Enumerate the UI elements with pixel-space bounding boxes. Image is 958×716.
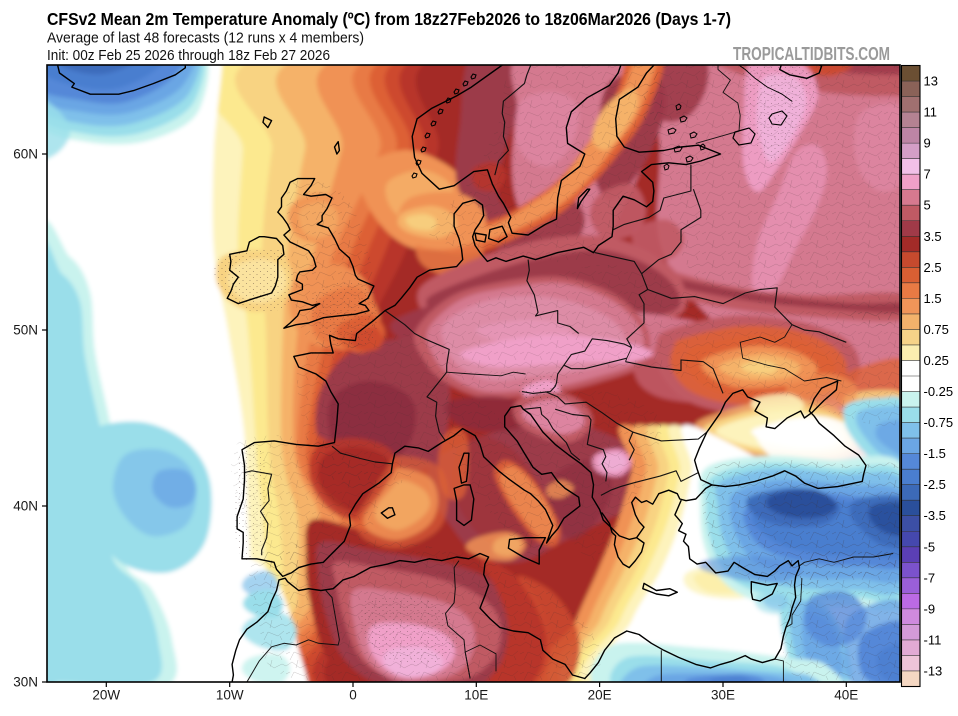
svg-text:-11: -11 (924, 632, 942, 647)
svg-text:60N: 60N (13, 147, 38, 162)
svg-text:-13: -13 (924, 663, 943, 678)
svg-text:1.5: 1.5 (924, 291, 942, 306)
svg-text:-1.5: -1.5 (924, 446, 946, 461)
svg-text:11: 11 (924, 105, 938, 120)
svg-text:TROPICALTIDBITS.COM: TROPICALTIDBITS.COM (733, 43, 890, 64)
svg-text:-9: -9 (924, 601, 936, 616)
svg-text:20E: 20E (588, 688, 612, 703)
svg-text:20W: 20W (92, 688, 120, 703)
svg-text:3.5: 3.5 (924, 229, 942, 244)
svg-text:40N: 40N (13, 499, 38, 514)
svg-text:5: 5 (924, 198, 931, 213)
svg-text:2.5: 2.5 (924, 260, 942, 275)
svg-text:7: 7 (924, 167, 931, 182)
svg-text:13: 13 (924, 74, 938, 89)
svg-text:Init: 00z Feb 25 2026 through: Init: 00z Feb 25 2026 through 18z Feb 27… (47, 48, 330, 64)
svg-text:30N: 30N (13, 675, 38, 690)
svg-text:-7: -7 (924, 570, 936, 585)
svg-text:0.75: 0.75 (924, 322, 949, 337)
svg-text:-5: -5 (924, 539, 936, 554)
svg-text:-3.5: -3.5 (924, 508, 946, 523)
svg-text:0.25: 0.25 (924, 353, 949, 368)
svg-text:-0.75: -0.75 (924, 415, 954, 430)
svg-text:0: 0 (349, 688, 357, 703)
svg-text:Average of last 48 forecasts (: Average of last 48 forecasts (12 runs x … (47, 31, 364, 47)
svg-text:50N: 50N (13, 323, 38, 338)
svg-text:10W: 10W (216, 688, 244, 703)
svg-text:30E: 30E (711, 688, 735, 703)
svg-text:9: 9 (924, 136, 931, 151)
svg-text:10E: 10E (464, 688, 488, 703)
svg-text:-2.5: -2.5 (924, 477, 946, 492)
svg-text:-0.25: -0.25 (924, 384, 954, 399)
svg-text:40E: 40E (834, 688, 858, 703)
svg-text:CFSv2 Mean 2m Temperature Anom: CFSv2 Mean 2m Temperature Anomaly (ºC) f… (47, 9, 731, 29)
